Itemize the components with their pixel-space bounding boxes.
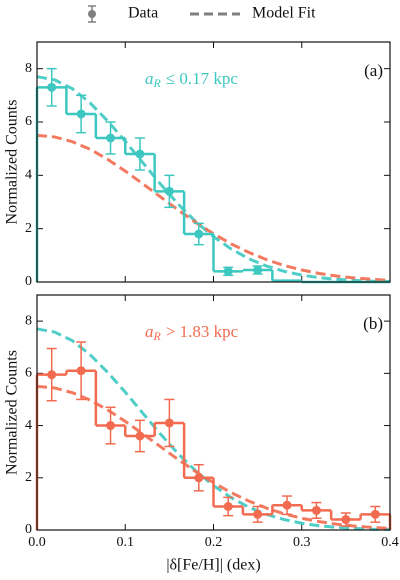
annotation: aR ≤ 0.17 kpc xyxy=(145,69,238,90)
annotation: aR > 1.83 kpc xyxy=(145,322,239,343)
data-point xyxy=(164,186,174,196)
y-tick-label: 8 xyxy=(25,313,32,328)
y-axis-label: Normalized Counts xyxy=(4,350,21,475)
y-axis-label: Normalized Counts xyxy=(4,100,21,225)
y-tick-label: 0 xyxy=(25,274,32,289)
data-point xyxy=(106,133,116,143)
y-tick-label: 2 xyxy=(25,221,32,236)
annotation-symbol: a xyxy=(145,69,154,88)
data-point xyxy=(253,509,263,519)
data-point xyxy=(194,229,204,239)
data-point xyxy=(76,366,86,376)
data-point xyxy=(253,265,263,275)
panel: 0 2 4 6 8 0.0 0.1 0.2 0.3 0.4 Normalized Counts |δ[… xyxy=(4,294,399,574)
data-point xyxy=(76,109,86,119)
y-tick-label: 6 xyxy=(25,114,32,129)
annotation-subscript: R xyxy=(153,76,162,90)
y-tick-label: 6 xyxy=(25,366,32,381)
data-point xyxy=(223,502,233,511)
x-tick-label: 0.3 xyxy=(293,535,311,550)
panel: 0 2 4 6 8 Normalized Counts (a) aR ≤ 0.17 kpc xyxy=(4,41,391,289)
data-point xyxy=(194,473,204,483)
data-point xyxy=(47,370,57,380)
data-point xyxy=(282,500,292,510)
legend-label: Data xyxy=(128,5,158,22)
data-point xyxy=(135,431,145,441)
annotation-subscript: R xyxy=(153,329,162,343)
x-tick-label: 0.1 xyxy=(117,535,135,550)
panel-label: (a) xyxy=(364,61,383,80)
x-tick-label: 0.2 xyxy=(205,535,223,550)
y-tick-label: 4 xyxy=(25,168,32,183)
x-tick-label: 0.4 xyxy=(381,535,399,550)
data-point xyxy=(341,515,351,525)
annotation-symbol: a xyxy=(145,322,154,341)
data-point xyxy=(223,266,233,276)
y-tick-label: 0 xyxy=(25,522,32,537)
data-point xyxy=(106,421,116,431)
x-axis-label: |δ[Fe/H]| (dex) xyxy=(166,557,260,574)
legend-label: Model Fit xyxy=(252,5,316,22)
y-tick-label: 2 xyxy=(25,470,32,485)
data-point xyxy=(135,149,145,159)
data-point xyxy=(311,505,321,515)
axes-frame xyxy=(36,294,391,531)
data-point xyxy=(370,509,380,519)
legend-marker xyxy=(88,10,96,18)
y-tick-label: 8 xyxy=(25,61,32,76)
annotation-text: > 1.83 kpc xyxy=(166,322,239,341)
panel-label: (b) xyxy=(363,314,383,333)
data-point xyxy=(164,418,174,428)
axes-frame xyxy=(36,41,391,283)
x-tick-label: 0.0 xyxy=(28,535,46,550)
annotation-text: ≤ 0.17 kpc xyxy=(166,69,239,88)
data-point xyxy=(47,82,57,92)
y-tick-label: 4 xyxy=(25,418,32,433)
